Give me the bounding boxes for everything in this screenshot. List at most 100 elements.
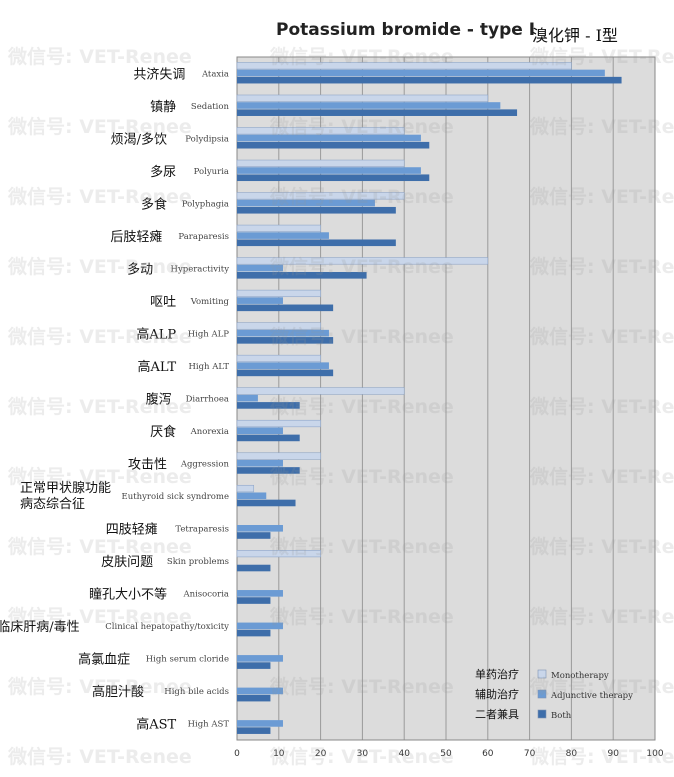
legend-label-en: Monotherapy [551,671,609,681]
bar-both [237,76,622,84]
bar-both [237,109,518,116]
category-label-cn: 攻击性 [128,458,167,473]
legend-label-en: Adjunctive therapy [550,691,633,701]
bar-adjunctive-therapy [237,102,501,109]
x-tick-label: 20 [315,749,327,759]
chart-title-cn: 溴化钾 - Ⅰ型 [532,26,618,45]
category-label-cn: 高胆汁酸 [92,684,144,700]
category-label-en: Anorexia [190,427,229,437]
bar-both [237,499,296,507]
bar-monotherapy [236,62,572,70]
category-label-en: Paraparesis [178,232,229,242]
category-label-en: Aggression [180,460,230,470]
legend-label-cn: 单药治疗 [475,667,519,681]
bar-monotherapy [236,127,405,135]
x-tick-label: 40 [398,749,410,759]
bar-both [237,629,271,637]
bar-both [237,727,271,734]
category-label-cn: 多食 [141,196,167,212]
bar-adjunctive-therapy [237,134,421,142]
category-label-cn: 皮肤问题 [101,555,153,570]
bar-both [237,564,271,572]
category-label-cn: 瞳孔大小不等 [89,587,167,603]
legend-label-en: Both [551,711,572,721]
bar-both [237,304,334,312]
category-label-cn: 正常甲状腺功能 [20,481,111,496]
category-label-cn: 高ALT [138,359,177,375]
category-label-en: Skin problems [167,557,229,567]
bar-both [237,337,334,344]
bar-adjunctive-therapy [237,427,283,435]
category-label-en: High serum cloride [146,655,229,665]
category-label-en: Polyuria [194,167,229,177]
category-label-en: High ALP [188,329,230,339]
legend-swatch [537,669,547,679]
bar-both [237,239,396,247]
category-label-en: Diarrhoea [186,395,229,405]
bar-adjunctive-therapy [237,687,283,695]
bar-both [237,532,271,539]
bar-monotherapy [236,224,321,232]
bar-monotherapy [236,289,321,298]
bar-monotherapy [236,159,405,167]
category-label-cn: 镇静 [150,100,176,115]
category-label-en: Anisocoria [182,590,229,600]
bar-adjunctive-therapy [237,655,283,662]
category-label-cn: 共济失调 [133,67,185,82]
bar-adjunctive-therapy [237,264,283,272]
bar-both [237,434,300,442]
bar-monotherapy [236,354,321,363]
category-label-cn: 临床肝病/毒性 [0,620,80,635]
bar-both [237,174,430,182]
bar-adjunctive-therapy [237,394,258,402]
bar-both [237,369,334,377]
category-label-cn: 腹泻 [146,392,172,408]
bar-monotherapy [236,322,321,330]
category-label-cn: 高ALP [136,326,176,342]
bar-adjunctive-therapy [237,232,329,239]
category-label-en: Hyperactivity [171,264,230,274]
category-label-cn: 多尿 [150,164,176,180]
category-label-en: Clinical hepatopathy/toxicity [105,622,229,632]
x-tick-label: 100 [646,749,663,759]
x-tick-label: 50 [440,749,452,759]
bar-adjunctive-therapy [237,524,283,532]
x-tick-label: 70 [524,749,536,759]
category-label-en: Euthyroid sick syndrome [122,492,229,502]
bar-adjunctive-therapy [237,720,283,727]
bar-both [237,141,430,149]
bar-both [237,206,396,214]
x-tick-label: 30 [357,749,369,759]
category-label-en: Vomiting [190,297,230,307]
chart-title: Potassium bromide - type I [276,20,536,40]
category-label-cn: 烦渴/多饮 [111,131,167,147]
category-label-en: Polyphagia [182,199,229,209]
legend-swatch [537,709,547,719]
bar-adjunctive-therapy [237,492,267,500]
legend-swatch [537,689,547,699]
bar-both [237,402,300,409]
bar-adjunctive-therapy [237,459,283,467]
bar-adjunctive-therapy [237,199,375,207]
x-tick-label: 0 [234,749,240,759]
category-label-cn: 后肢轻瘫 [110,229,162,245]
bar-both [237,662,271,669]
bar-monotherapy [236,257,489,265]
bar-both [237,272,367,279]
bar-adjunctive-therapy [237,590,283,597]
category-label-cn: 四肢轻瘫 [106,522,158,538]
bar-adjunctive-therapy [237,297,283,304]
x-tick-label: 90 [607,749,619,759]
category-label-cn: 呕吐 [150,295,176,310]
category-label-cn: 高AST [136,717,176,733]
x-tick-label: 80 [566,749,578,759]
category-label-cn: 病态综合征 [20,497,85,512]
bar-both [237,597,271,604]
bar-adjunctive-therapy [237,329,329,337]
category-label-en: High AST [188,720,230,730]
category-label-cn: 厌食 [150,424,176,440]
bar-both [237,694,271,702]
legend-label-cn: 辅助治疗 [475,687,519,701]
category-label-en: High bile acids [164,687,229,697]
